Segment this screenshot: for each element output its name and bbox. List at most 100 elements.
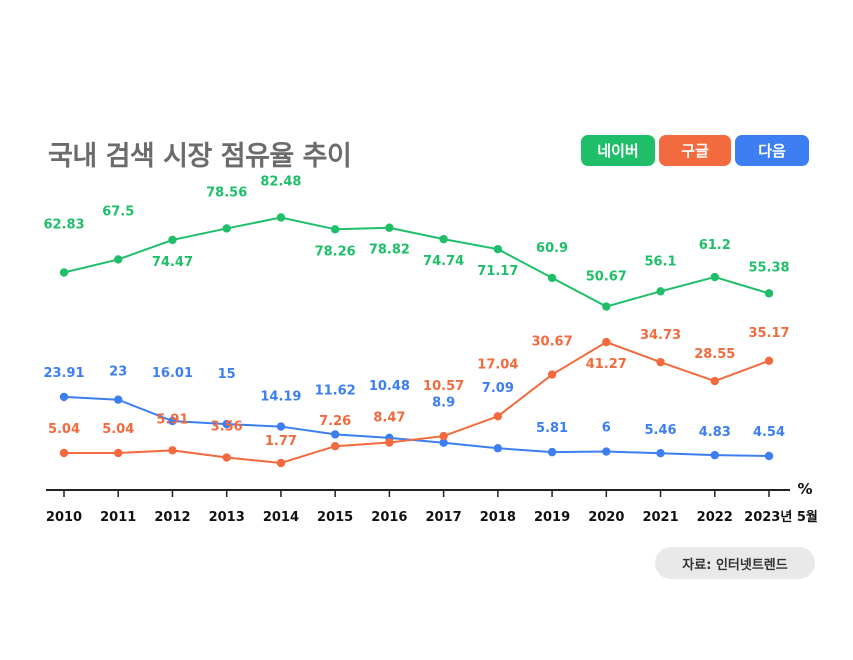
naver-point-7 [439,234,448,244]
naver-data-label-9: 60.9 [536,241,568,256]
google-point-1 [114,448,123,458]
chart-title: 국내 검색 시장 점유율 추이 [48,141,352,172]
google-point-8 [493,412,503,421]
google-line [64,341,770,465]
daum-line [63,395,770,457]
x-tick-label-1: 2011 [100,510,136,525]
naver-data-label-1: 67.5 [102,204,134,219]
daum-point-2 [168,416,177,426]
legend-daum: 다음 [735,135,809,166]
daum-point-10 [602,447,611,456]
naver-point-0 [59,268,69,277]
daum-data-label-8: 7.09 [482,381,514,396]
daum-data-label-11: 5.46 [644,423,676,438]
google-point-4 [276,458,286,468]
daum-point-7 [439,438,448,447]
x-tick-label-2: 2012 [154,510,190,525]
google-point-12 [710,376,719,386]
naver-point-12 [710,272,719,282]
naver-data-label-12: 61.2 [699,238,731,253]
x-tick-label-10: 2020 [588,510,624,525]
google-point-5 [330,442,340,451]
legend-naver: 네이버 [581,135,655,166]
daum-data-label-10: 6 [602,421,611,436]
naver-point-5 [330,225,340,234]
google-point-13 [764,356,774,365]
naver-line [63,216,770,308]
naver-data-label-5: 78.26 [315,244,356,259]
x-tick-label-13: 2023년 5월 [744,509,818,525]
daum-data-label-2: 16.01 [152,366,193,381]
x-tick-label-3: 2013 [209,510,245,525]
google-point-9 [547,370,557,379]
daum-point-12 [710,450,719,460]
source-badge: 자료: 인터넷트렌드 [655,547,815,579]
daum-data-label-3: 15 [218,367,236,382]
x-tick-label-12: 2022 [697,510,733,525]
x-tick-label-4: 2014 [263,510,299,525]
google-point-0 [59,448,69,458]
legend-google: 구글 [659,135,731,166]
naver-point-11 [656,287,665,296]
naver-point-13 [764,289,774,298]
naver-point-10 [602,302,611,311]
naver-point-1 [114,255,123,264]
google-data-label-4: 1.77 [265,434,297,449]
google-point-10 [602,337,611,347]
google-data-label-10: 41.27 [586,357,627,372]
google-data-label-0: 5.04 [48,422,80,437]
daum-data-label-6: 10.48 [369,379,410,394]
google-data-label-7: 10.57 [423,379,464,394]
naver-point-8 [493,244,503,254]
google-data-label-13: 35.17 [748,326,789,341]
naver-point-9 [547,273,557,283]
daum-point-8 [493,444,503,453]
daum-point-0 [59,392,69,402]
x-tick-label-6: 2016 [371,510,407,525]
daum-data-label-9: 5.81 [536,421,568,436]
google-point-7 [439,431,448,441]
google-point-11 [656,357,665,367]
x-tick-label-9: 2019 [534,510,570,525]
daum-data-label-1: 23 [109,365,127,380]
naver-point-3 [222,224,231,233]
naver-data-label-3: 78.56 [206,185,247,200]
daum-data-label-4: 14.19 [260,390,301,405]
daum-point-4 [276,422,286,431]
google-data-label-5: 7.26 [319,414,351,429]
google-data-label-3: 3.56 [211,420,243,435]
x-tick-label-7: 2017 [426,510,462,525]
daum-data-label-5: 11.62 [315,383,356,398]
daum-point-11 [656,448,665,458]
google-data-label-11: 34.73 [640,328,681,343]
google-data-label-1: 5.04 [102,422,134,437]
google-data-label-8: 17.04 [477,357,518,372]
daum-point-5 [330,430,340,439]
naver-data-label-7: 74.74 [423,254,464,269]
google-data-label-9: 30.67 [532,335,573,350]
daum-data-label-7: 8.9 [432,396,455,411]
google-data-label-2: 5.91 [156,412,188,427]
daum-point-9 [547,447,557,457]
x-tick-label-5: 2015 [317,510,353,525]
naver-data-label-13: 55.38 [748,260,789,275]
google-data-label-12: 28.55 [694,347,735,362]
unit-label: % [797,480,812,498]
naver-point-4 [276,213,286,222]
naver-point-2 [168,235,177,245]
x-tick-label-8: 2018 [480,510,516,525]
naver-data-label-0: 62.83 [43,218,84,233]
daum-point-1 [114,395,123,404]
naver-data-label-8: 71.17 [477,264,518,279]
naver-data-label-4: 82.48 [260,174,301,189]
naver-data-label-6: 78.82 [369,243,410,258]
daum-data-label-12: 4.83 [699,425,731,440]
daum-data-label-0: 23.91 [43,366,84,381]
daum-point-3 [222,419,231,429]
daum-point-13 [764,451,774,461]
naver-data-label-11: 56.1 [644,254,676,269]
x-tick-label-11: 2021 [642,510,678,525]
google-point-3 [222,453,231,462]
daum-data-label-13: 4.54 [753,425,785,440]
